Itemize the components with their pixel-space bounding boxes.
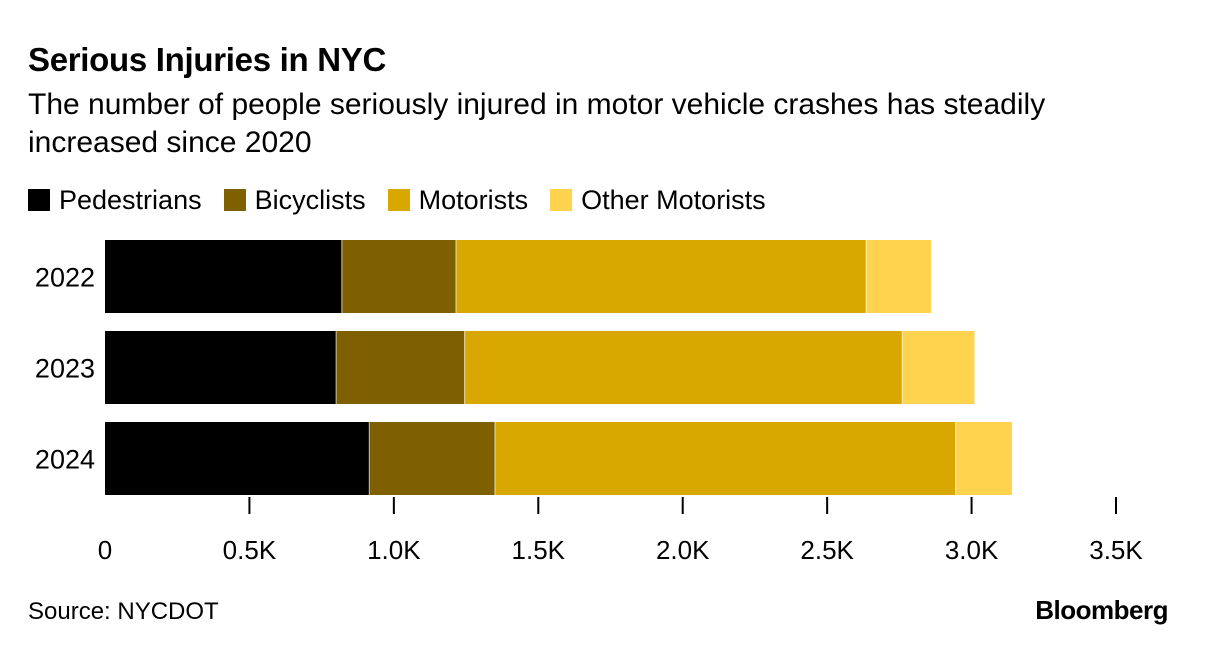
bar-2022-pedestrians xyxy=(105,240,342,313)
legend-item-motorists: Motorists xyxy=(387,184,529,216)
x-tick-label: 3.5K xyxy=(1089,535,1143,565)
category-label-2024: 2024 xyxy=(35,445,95,475)
category-label-2022: 2022 xyxy=(35,263,95,293)
bar-2023-other-motorists xyxy=(902,331,975,404)
bar-2023-pedestrians xyxy=(105,331,337,404)
legend-label-bicyclists: Bicyclists xyxy=(254,184,366,215)
x-tick-label: 2.0K xyxy=(656,535,710,565)
legend: Pedestrians Bicyclists Motorists Other M… xyxy=(28,184,788,216)
x-tick-label: 1.5K xyxy=(512,535,566,565)
bar-2024-other-motorists xyxy=(955,422,1013,495)
legend-label-motorists: Motorists xyxy=(418,184,529,215)
source-note: Source: NYCDOT xyxy=(28,598,219,625)
x-tick-label: 0 xyxy=(98,535,112,565)
legend-swatch-motorists xyxy=(387,189,410,211)
bar-2024-pedestrians xyxy=(105,422,370,495)
bar-2023-motorists xyxy=(464,331,903,404)
bar-2022-motorists xyxy=(455,240,867,313)
x-tick-label: 3.0K xyxy=(945,535,999,565)
bar-2024-bicyclists xyxy=(369,422,495,495)
legend-label-other-motorists: Other Motorists xyxy=(581,184,766,215)
x-tick-label: 2.5K xyxy=(800,535,854,565)
legend-swatch-other-motorists xyxy=(550,189,573,211)
legend-item-other-motorists: Other Motorists xyxy=(550,185,766,216)
x-tick-label: 1.0K xyxy=(367,535,421,565)
brand-logo: Bloomberg xyxy=(1035,595,1168,625)
legend-label-pedestrians: Pedestrians xyxy=(59,184,202,215)
legend-swatch-bicyclists xyxy=(223,189,246,211)
bar-2023-bicyclists xyxy=(336,331,465,404)
bar-2022-bicyclists xyxy=(341,240,456,313)
x-tick-label: 0.5K xyxy=(223,535,277,565)
chart-subtitle: The number of people seriously injured i… xyxy=(28,88,1046,159)
legend-item-pedestrians: Pedestrians xyxy=(28,185,202,216)
bar-2022-other-motorists xyxy=(866,240,932,313)
legend-swatch-pedestrians xyxy=(28,189,50,211)
bar-2024-motorists xyxy=(494,422,956,495)
legend-item-bicyclists: Bicyclists xyxy=(223,184,366,216)
chart-title: Serious Injuries in NYC xyxy=(28,41,387,78)
category-label-2023: 2023 xyxy=(35,354,95,384)
